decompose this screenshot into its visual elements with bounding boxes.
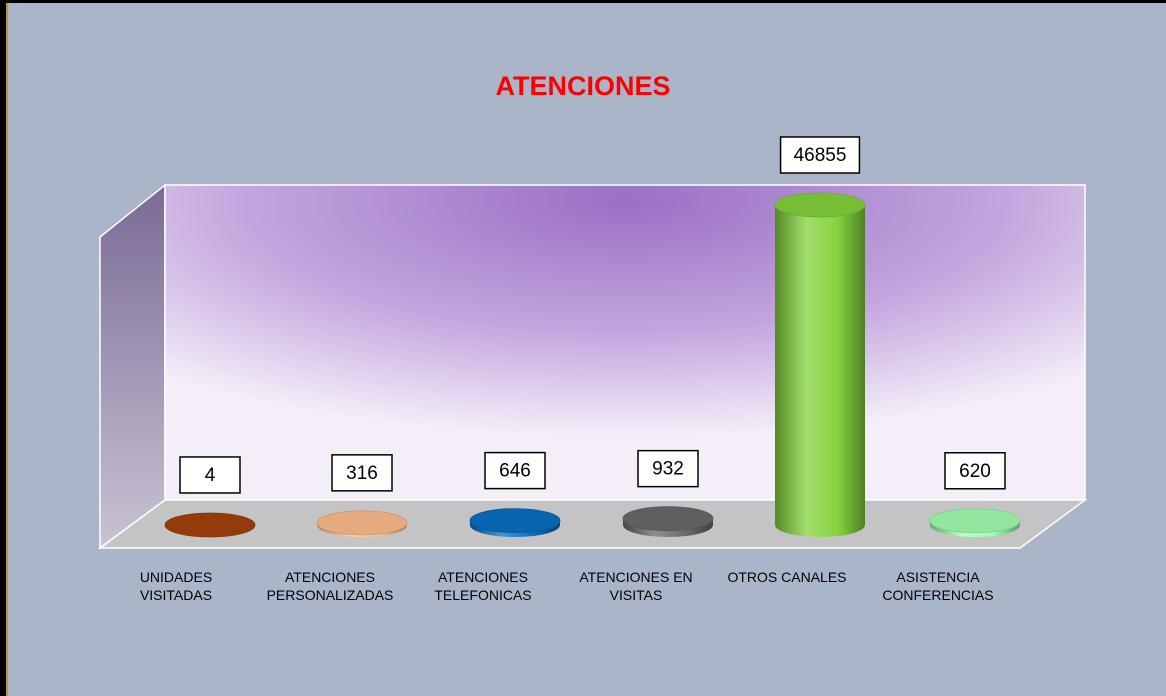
category-label: ATENCIONES EN VISITAS (579, 569, 693, 603)
category-label: ASISTENCIA CONFERENCIAS (882, 569, 994, 603)
bar-top (469, 508, 561, 533)
value-label: 316 (346, 463, 378, 484)
value-label-box (637, 449, 699, 488)
category-label: ATENCIONES PERSONALIZADAS (266, 569, 394, 603)
bar-top (622, 506, 714, 532)
value-label: 620 (959, 461, 991, 482)
value-label: 932 (652, 459, 684, 480)
value-label-box (484, 451, 546, 490)
side-wall (99, 183, 166, 550)
value-label: 4 (205, 465, 216, 486)
bar-top (929, 508, 1021, 534)
value-label: 46855 (794, 145, 847, 166)
category-label: OTROS CANALES (727, 569, 847, 585)
bar (775, 205, 865, 537)
chart-title: ATENCIONES (495, 71, 670, 101)
value-label-box (944, 452, 1006, 490)
back-wall (164, 184, 1086, 501)
value-label-box (179, 456, 241, 494)
bar-top (164, 512, 256, 538)
category-label: UNIDADES VISITADAS (139, 569, 213, 603)
category-label: ATENCIONES TELEFONICAS (434, 569, 532, 603)
bar-top (316, 510, 408, 536)
bar-top (774, 192, 866, 218)
value-label-box (779, 136, 861, 174)
value-label-box (331, 454, 393, 492)
value-label: 646 (499, 461, 531, 482)
